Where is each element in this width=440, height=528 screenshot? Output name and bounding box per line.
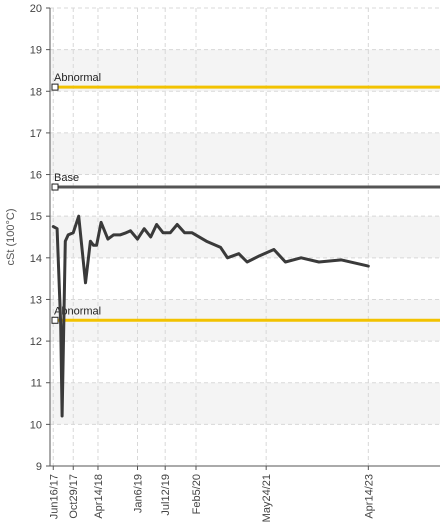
x-tick-label: Apr14/18	[93, 474, 105, 519]
data-point	[124, 231, 128, 235]
reference-marker	[51, 83, 59, 91]
data-point	[77, 214, 80, 218]
reference-label: Abnormal	[54, 72, 101, 84]
data-point	[129, 229, 132, 232]
series-group	[51, 214, 370, 418]
data-point	[175, 223, 179, 226]
y-tick-label: 18	[30, 86, 42, 98]
grid-band	[50, 382, 440, 425]
data-point	[64, 239, 67, 243]
reference-marker	[51, 183, 59, 191]
x-tick-label: Jul12/19	[160, 474, 172, 516]
data-point	[118, 233, 122, 237]
data-point	[190, 231, 194, 235]
data-point	[317, 260, 321, 264]
y-tick-label: 17	[30, 128, 42, 140]
data-point	[340, 258, 343, 262]
data-point	[142, 227, 146, 230]
data-point	[272, 248, 276, 251]
data-point	[183, 231, 186, 235]
reference-lines: Abnormal Base Abnormal	[51, 72, 440, 324]
y-axis-title: cSt (100°C)	[5, 209, 17, 266]
grid-band	[50, 49, 440, 92]
grid-band	[50, 216, 440, 258]
data-point	[99, 221, 103, 224]
data-point	[169, 231, 172, 235]
horizontal-gridlines	[50, 7, 440, 425]
data-point	[226, 256, 229, 260]
data-point	[258, 254, 261, 257]
y-tick-label: 9	[36, 461, 42, 473]
reference-marker	[51, 316, 59, 324]
data-point	[92, 244, 95, 247]
y-tick-label: 10	[30, 419, 42, 431]
data-point	[219, 246, 222, 249]
reference-label: Abnormal	[54, 305, 101, 317]
data-point	[299, 256, 303, 260]
data-point	[149, 235, 152, 239]
y-tick-label: 12	[30, 336, 42, 348]
x-tick-label: Oct29/17	[68, 474, 80, 519]
data-point	[55, 227, 59, 230]
data-point	[52, 225, 55, 228]
data-point	[367, 264, 370, 268]
data-point	[84, 281, 87, 284]
y-tick-label: 11	[31, 378, 42, 390]
y-tick-label: 20	[30, 3, 42, 15]
data-point	[284, 260, 287, 264]
data-point	[72, 231, 75, 235]
grid-band	[50, 132, 440, 175]
x-tick-label: Jun16/17	[48, 474, 60, 519]
data-point	[59, 323, 62, 326]
data-point	[67, 233, 70, 237]
data-point	[205, 239, 208, 243]
data-point	[155, 223, 158, 226]
data-point	[106, 237, 110, 241]
data-point	[136, 237, 139, 241]
y-tick-label: 13	[30, 294, 42, 306]
data-point	[60, 414, 64, 418]
y-tick-label: 15	[30, 211, 42, 223]
data-point	[112, 233, 115, 237]
reference-label: Base	[54, 172, 79, 184]
vertical-gridlines	[52, 8, 369, 466]
gridline-bands	[50, 49, 440, 425]
x-tick-label: Apr14/23	[363, 474, 375, 519]
y-axis-ticks: 9 10 11 12 13 14 15 16 17 18 19 20	[30, 3, 50, 473]
data-point	[237, 252, 240, 255]
y-tick-label: 14	[30, 253, 42, 265]
data-point	[89, 239, 92, 243]
data-point	[245, 260, 249, 264]
x-tick-label: May24/21	[261, 474, 273, 522]
data-point	[95, 244, 98, 247]
data-point	[161, 231, 165, 235]
x-tick-label: Feb5/20	[191, 474, 203, 514]
y-tick-label: 16	[30, 170, 42, 182]
x-axis-ticks: Jun16/17 Oct29/17 Apr14/18 Jan6/19 Jul12/19 F…	[48, 466, 375, 522]
x-tick-label: Jan6/19	[133, 474, 145, 513]
y-tick-label: 19	[30, 45, 42, 57]
